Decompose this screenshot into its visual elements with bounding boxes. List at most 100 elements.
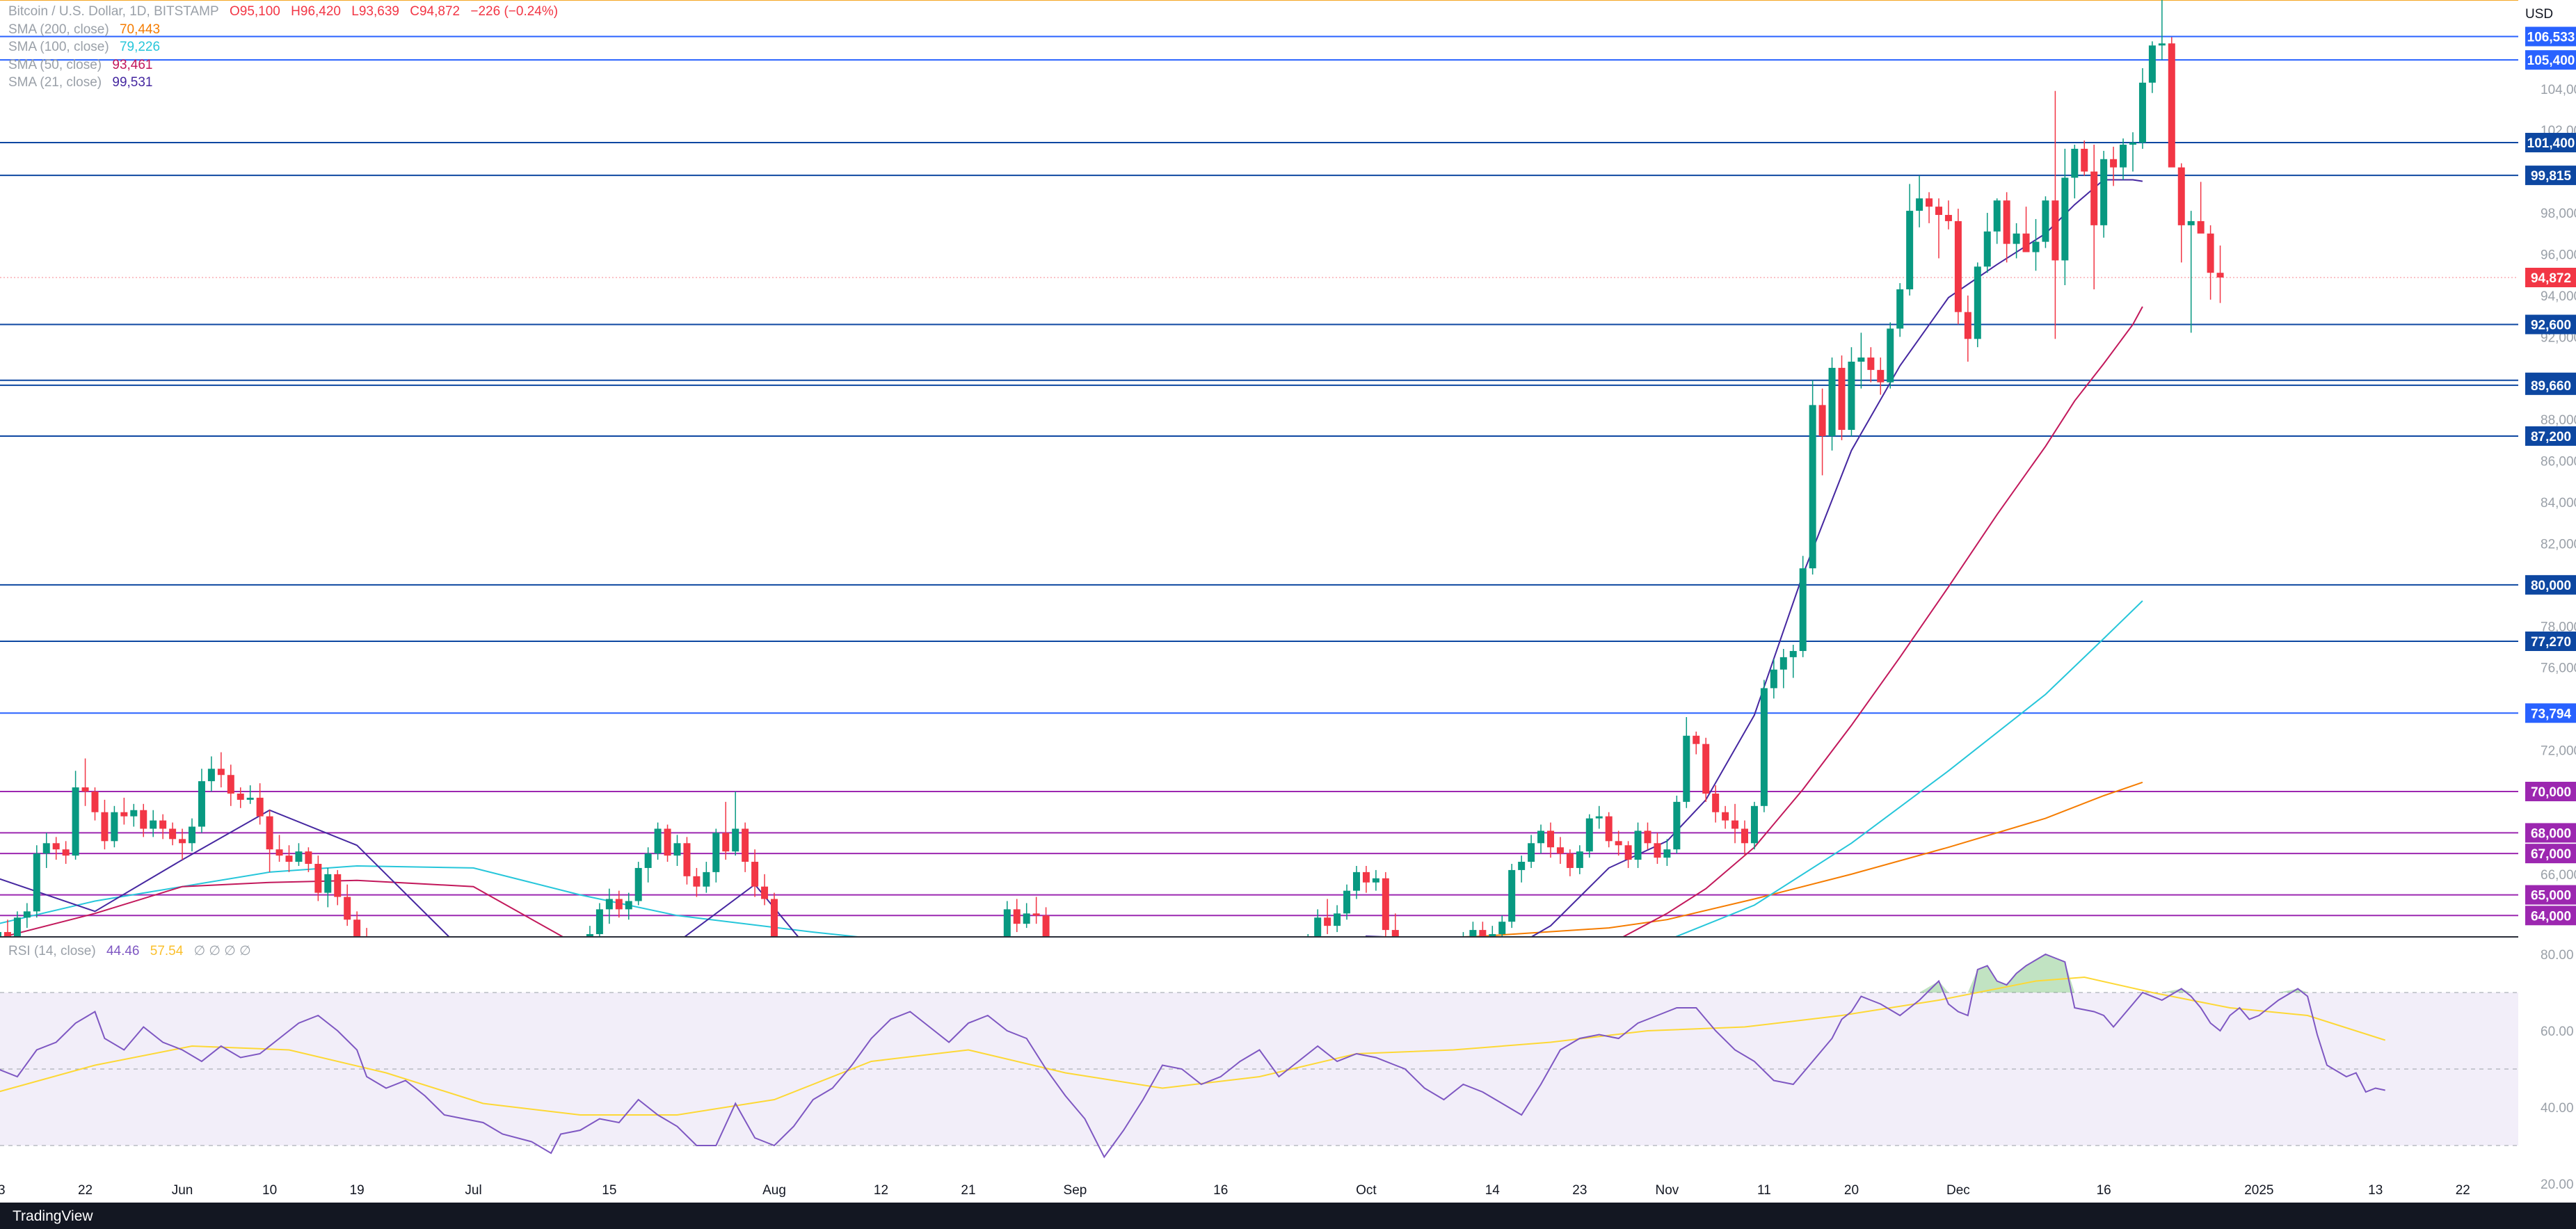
price-tick-label: 84,000 (2541, 496, 2576, 511)
level-badge (2525, 823, 2576, 843)
candle-body (761, 886, 769, 899)
candle-body (150, 820, 157, 829)
tradingview-logo[interactable]: TradingView (13, 1208, 93, 1224)
candle-body (159, 820, 167, 829)
candle-body (101, 812, 109, 842)
time-tick-label: 11 (1757, 1183, 1771, 1198)
time-tick-label: 13 (2368, 1183, 2383, 1198)
level-label: 68,000 (2531, 826, 2571, 841)
symbol-name: Bitcoin / U.S. Dollar, 1D, BITSTAMP (8, 4, 219, 19)
candle-body (62, 849, 70, 856)
price-tick-label: 96,000 (2541, 248, 2576, 262)
candle-body (2100, 159, 2108, 225)
candle-body (2081, 148, 2088, 172)
level-label: 65,000 (2531, 889, 2571, 903)
current-price-label: 94,872 (2531, 271, 2571, 286)
sma21-value: 99,531 (112, 75, 153, 90)
time-tick-label: 22 (2456, 1183, 2470, 1198)
candle-body (742, 828, 749, 862)
candle-body (1624, 845, 1632, 860)
candle-body (1023, 913, 1030, 924)
candle-body (373, 973, 380, 979)
candle-body (2032, 241, 2040, 252)
candle-body (383, 979, 390, 992)
candle-body (1838, 367, 1846, 431)
level-badge (2525, 575, 2576, 595)
candle-body (3, 932, 11, 936)
candle-body (1459, 940, 1466, 949)
candle-body (2022, 233, 2030, 252)
rsi-legend[interactable]: RSI (14, close) 44.46 57.54 ∅ ∅ ∅ ∅ (8, 943, 258, 959)
level-label: 101,400 (2527, 136, 2575, 151)
open-value: O95,100 (229, 4, 280, 19)
candle-body (324, 874, 332, 893)
axis-background (2518, 0, 2576, 1203)
level-label: 89,660 (2531, 379, 2571, 394)
candle-body (1353, 871, 1360, 891)
candle-body (1421, 955, 1428, 967)
symbol-legend[interactable]: Bitcoin / U.S. Dollar, 1D, BITSTAMP O95,… (8, 4, 565, 19)
candle-body (275, 849, 283, 856)
candle-body (1498, 922, 1506, 935)
candle-body (2187, 220, 2195, 225)
candle-body (198, 781, 205, 827)
candle-body (246, 797, 254, 800)
time-axis: 13 22 Jun 10 19 Jul 15 Aug 12 21 Sep 16 Oct 14 23 Nov 11… (0, 1183, 2470, 1198)
candle-body (703, 871, 710, 887)
candle-body (1508, 869, 1516, 922)
candle-body (586, 934, 593, 936)
candle-body (654, 828, 662, 854)
sma100-legend[interactable]: SMA (100, close) 79,226 (8, 40, 167, 55)
time-tick-label: 16 (1213, 1183, 1228, 1198)
sma50-legend[interactable]: SMA (50, close) 93,461 (8, 58, 160, 73)
candle-body (1702, 744, 1710, 794)
time-tick-label: Aug (762, 1183, 786, 1198)
candle-body (1857, 358, 1865, 362)
current-price-badge (2525, 267, 2576, 287)
candle-body (207, 769, 215, 782)
candle-body (1479, 930, 1487, 936)
candle-body (42, 843, 50, 854)
candle-body (2042, 200, 2049, 242)
candle-body (2051, 200, 2059, 261)
time-tick-label: 10 (262, 1183, 277, 1198)
level-label: 70,000 (2531, 785, 2571, 800)
candle-body (314, 864, 322, 893)
candle-body (1032, 913, 1040, 916)
candle-body (1935, 207, 1942, 216)
moving-averages (0, 179, 2143, 936)
level-label: 105,400 (2527, 54, 2575, 68)
candle-body (266, 816, 273, 850)
rsi-value: 44.46 (106, 944, 140, 958)
candle-body (1683, 735, 1690, 802)
candle-body (295, 851, 303, 862)
sma100-label: SMA (100, close) (8, 40, 109, 54)
sma21-label: SMA (21, close) (8, 75, 102, 90)
currency-label: USD (2525, 7, 2553, 22)
price-tick-label: 66,000 (2541, 868, 2576, 883)
candle-body (237, 793, 244, 800)
candle-body (1789, 650, 1797, 657)
sma200-label: SMA (200, close) (8, 22, 109, 37)
candle-body (1547, 830, 1554, 848)
candle-body (2090, 171, 2098, 225)
candle-body (217, 769, 225, 776)
candle-body (344, 897, 351, 920)
price-tick-label: 72,000 (2541, 744, 2576, 759)
sma21-legend[interactable]: SMA (21, close) 99,531 (8, 75, 160, 90)
candle-body (1926, 198, 1933, 207)
candle-body (1779, 657, 1787, 670)
candle-body (0, 932, 1, 936)
price-tick-label: 86,000 (2541, 455, 2576, 469)
sma200-legend[interactable]: SMA (200, close) 70,443 (8, 22, 167, 38)
candle-body (1964, 312, 1971, 339)
candle-body (1295, 955, 1302, 972)
candle-body (673, 843, 681, 856)
candle-body (1304, 940, 1311, 955)
candle-body (1605, 816, 1613, 842)
candle-body (2177, 167, 2185, 225)
candle-body (2207, 233, 2214, 273)
candle-body (1556, 847, 1564, 854)
candle-body (1537, 830, 1545, 844)
